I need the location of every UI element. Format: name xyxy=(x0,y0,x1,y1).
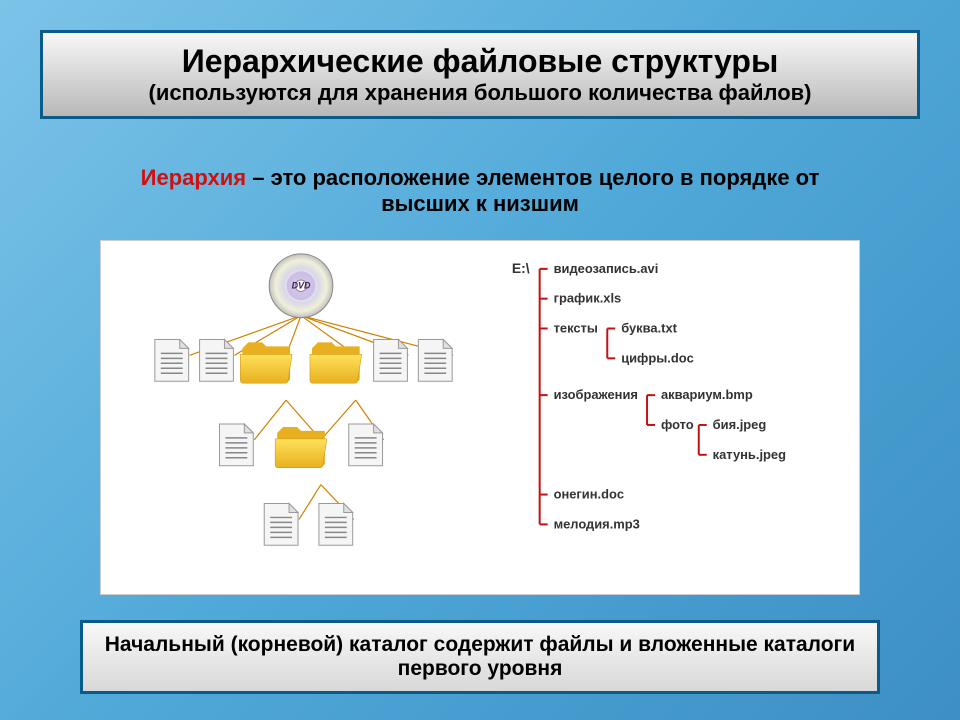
title-banner: Иерархические файловые структуры (исполь… xyxy=(40,30,920,119)
svg-text:цифры.doc: цифры.doc xyxy=(621,350,694,365)
svg-text:график.xls: график.xls xyxy=(554,291,622,306)
svg-text:бия.jpeg: бия.jpeg xyxy=(713,417,767,432)
svg-text:изображения: изображения xyxy=(554,387,638,402)
title-main: Иерархические файловые структуры xyxy=(63,43,897,80)
definition-text: Иерархия – это расположение элементов це… xyxy=(100,165,860,217)
svg-text:видеозапись.avi: видеозапись.avi xyxy=(554,261,659,276)
svg-text:фото: фото xyxy=(661,417,694,432)
svg-text:тексты: тексты xyxy=(554,320,598,335)
svg-text:мелодия.mp3: мелодия.mp3 xyxy=(554,516,640,531)
svg-text:DVD: DVD xyxy=(292,281,311,291)
svg-text:аквариум.bmp: аквариум.bmp xyxy=(661,387,753,402)
title-sub: (используются для хранения большого коли… xyxy=(63,80,897,106)
footer-note: Начальный (корневой) каталог содержит фа… xyxy=(80,620,880,694)
svg-text:онегин.doc: онегин.doc xyxy=(554,487,625,502)
svg-text:E:\: E:\ xyxy=(512,260,530,276)
hierarchy-diagram: DVD E:\ видеозапись.avi график.xls тексты изо… xyxy=(101,241,859,594)
definition-term: Иерархия xyxy=(141,165,246,190)
svg-text:буква.txt: буква.txt xyxy=(621,320,677,335)
diagram-container: DVD E:\ видеозапись.avi график.xls тексты изо… xyxy=(100,240,860,595)
svg-text:катунь.jpeg: катунь.jpeg xyxy=(713,447,786,462)
definition-rest: – это расположение элементов целого в по… xyxy=(246,165,819,216)
